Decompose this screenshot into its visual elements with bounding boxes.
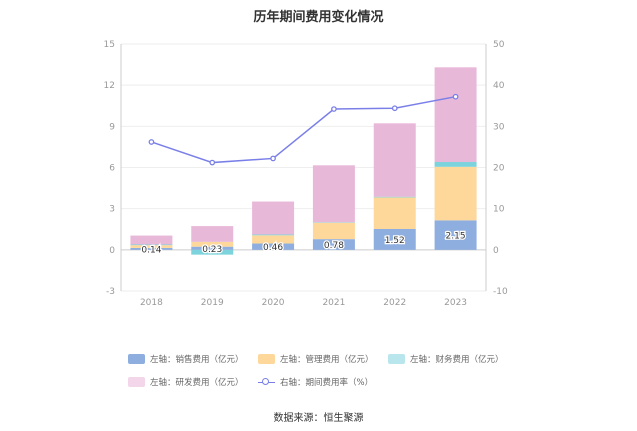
x-axis-tick-label: 2019 xyxy=(201,298,224,308)
chart-title: 历年期间费用变化情况 xyxy=(253,10,384,25)
left-axis-tick-label: 15 xyxy=(104,40,115,50)
legend-item-finance[interactable]: 左轴：财务费用（亿元） xyxy=(388,352,518,366)
bar-segment xyxy=(434,220,477,250)
left-axis-tick-label: 0 xyxy=(109,246,115,256)
legend-label-finance: 左轴：财务费用（亿元） xyxy=(410,355,504,365)
legend-line-icon xyxy=(258,377,275,387)
bar-segment xyxy=(434,166,477,221)
bar-segment xyxy=(373,228,416,250)
bar-segment xyxy=(130,245,173,248)
bar-segment xyxy=(373,196,416,198)
bar-segment xyxy=(252,201,295,235)
chart-legend: 左轴：销售费用（亿元） 左轴：管理费用（亿元） 左轴：财务费用（亿元） 左轴：研… xyxy=(128,352,528,398)
bar-segment xyxy=(434,67,477,163)
x-axis-tick-label: 2022 xyxy=(383,298,406,308)
bar-segment xyxy=(191,226,234,242)
data-source: 数据来源：恒生聚源 xyxy=(273,413,364,424)
line-point xyxy=(148,139,155,145)
bar-segment xyxy=(191,241,234,247)
bar-segment xyxy=(252,235,295,244)
legend-swatch-sales xyxy=(128,354,145,364)
legend-label-admin: 左轴：管理费用（亿元） xyxy=(280,355,374,365)
x-axis-tick-label: 2023 xyxy=(444,298,467,308)
line-point xyxy=(270,155,276,162)
bar-data-label: 0.78 xyxy=(324,241,344,251)
legend-row: 左轴：销售费用（亿元） 左轴：管理费用（亿元） 左轴：财务费用（亿元） xyxy=(128,352,528,366)
left-axis-tick-label: -3 xyxy=(106,287,115,297)
right-axis-tick-label: 10 xyxy=(493,205,505,215)
x-axis-tick-label: 2018 xyxy=(140,298,163,308)
bar-segment xyxy=(191,246,234,250)
line-point xyxy=(391,105,398,112)
right-axis-tick-label: -10 xyxy=(493,287,508,297)
right-axis-tick-label: 40 xyxy=(493,81,505,91)
bar-segment xyxy=(373,197,416,229)
left-axis-tick-label: 12 xyxy=(104,81,115,91)
legend-row: 左轴：研发费用（亿元） 右轴：期间费用率（%） xyxy=(128,375,528,389)
right-axis-tick-label: 20 xyxy=(493,164,505,174)
bar-data-label: 2.15 xyxy=(446,232,466,242)
bar-segment xyxy=(312,165,355,223)
x-axis-tick-label: 2021 xyxy=(322,298,345,308)
bar-segment xyxy=(312,222,355,223)
legend-label-rnd: 左轴：研发费用（亿元） xyxy=(150,378,244,388)
legend-item-admin[interactable]: 左轴：管理费用（亿元） xyxy=(258,352,388,366)
expense-ratio-line xyxy=(151,95,456,164)
bar-data-label: 0.23 xyxy=(202,245,222,255)
legend-label-expense-ratio: 右轴：期间费用率（%） xyxy=(280,378,374,388)
bar-segment xyxy=(373,123,416,197)
legend-item-sales[interactable]: 左轴：销售费用（亿元） xyxy=(128,352,258,366)
right-axis-tick-label: 50 xyxy=(493,40,505,50)
bar-segment xyxy=(252,234,295,236)
bar-segment xyxy=(191,249,234,255)
legend-item-rnd[interactable]: 左轴：研发费用（亿元） xyxy=(128,375,258,389)
bar-data-label: 0.46 xyxy=(263,243,283,253)
legend-swatch-rnd xyxy=(128,377,145,387)
line-point xyxy=(452,93,459,100)
bar-segment xyxy=(312,239,355,250)
bar-segment xyxy=(252,243,295,250)
right-axis-tick-label: 0 xyxy=(493,246,499,256)
bar-data-label: 1.52 xyxy=(385,236,405,246)
bar-segment xyxy=(130,247,173,250)
bar-segment xyxy=(130,235,173,245)
bar-segment xyxy=(130,244,173,246)
legend-item-expense-ratio[interactable]: 右轴：期间费用率（%） xyxy=(258,375,388,389)
legend-swatch-finance xyxy=(388,354,405,364)
left-axis-tick-label: 6 xyxy=(109,164,115,174)
line-point xyxy=(331,106,337,112)
bar-segment xyxy=(434,162,477,167)
right-axis-tick-label: 30 xyxy=(493,122,505,132)
bar-segment xyxy=(312,222,355,240)
left-axis-tick-label: 9 xyxy=(109,122,115,132)
x-axis-tick-label: 2020 xyxy=(262,298,285,308)
legend-label-sales: 左轴：销售费用（亿元） xyxy=(150,355,244,365)
legend-swatch-admin xyxy=(258,354,275,364)
left-axis-tick-label: 3 xyxy=(109,205,115,215)
bar-data-label: 0.14 xyxy=(141,245,161,255)
line-point xyxy=(209,159,216,166)
